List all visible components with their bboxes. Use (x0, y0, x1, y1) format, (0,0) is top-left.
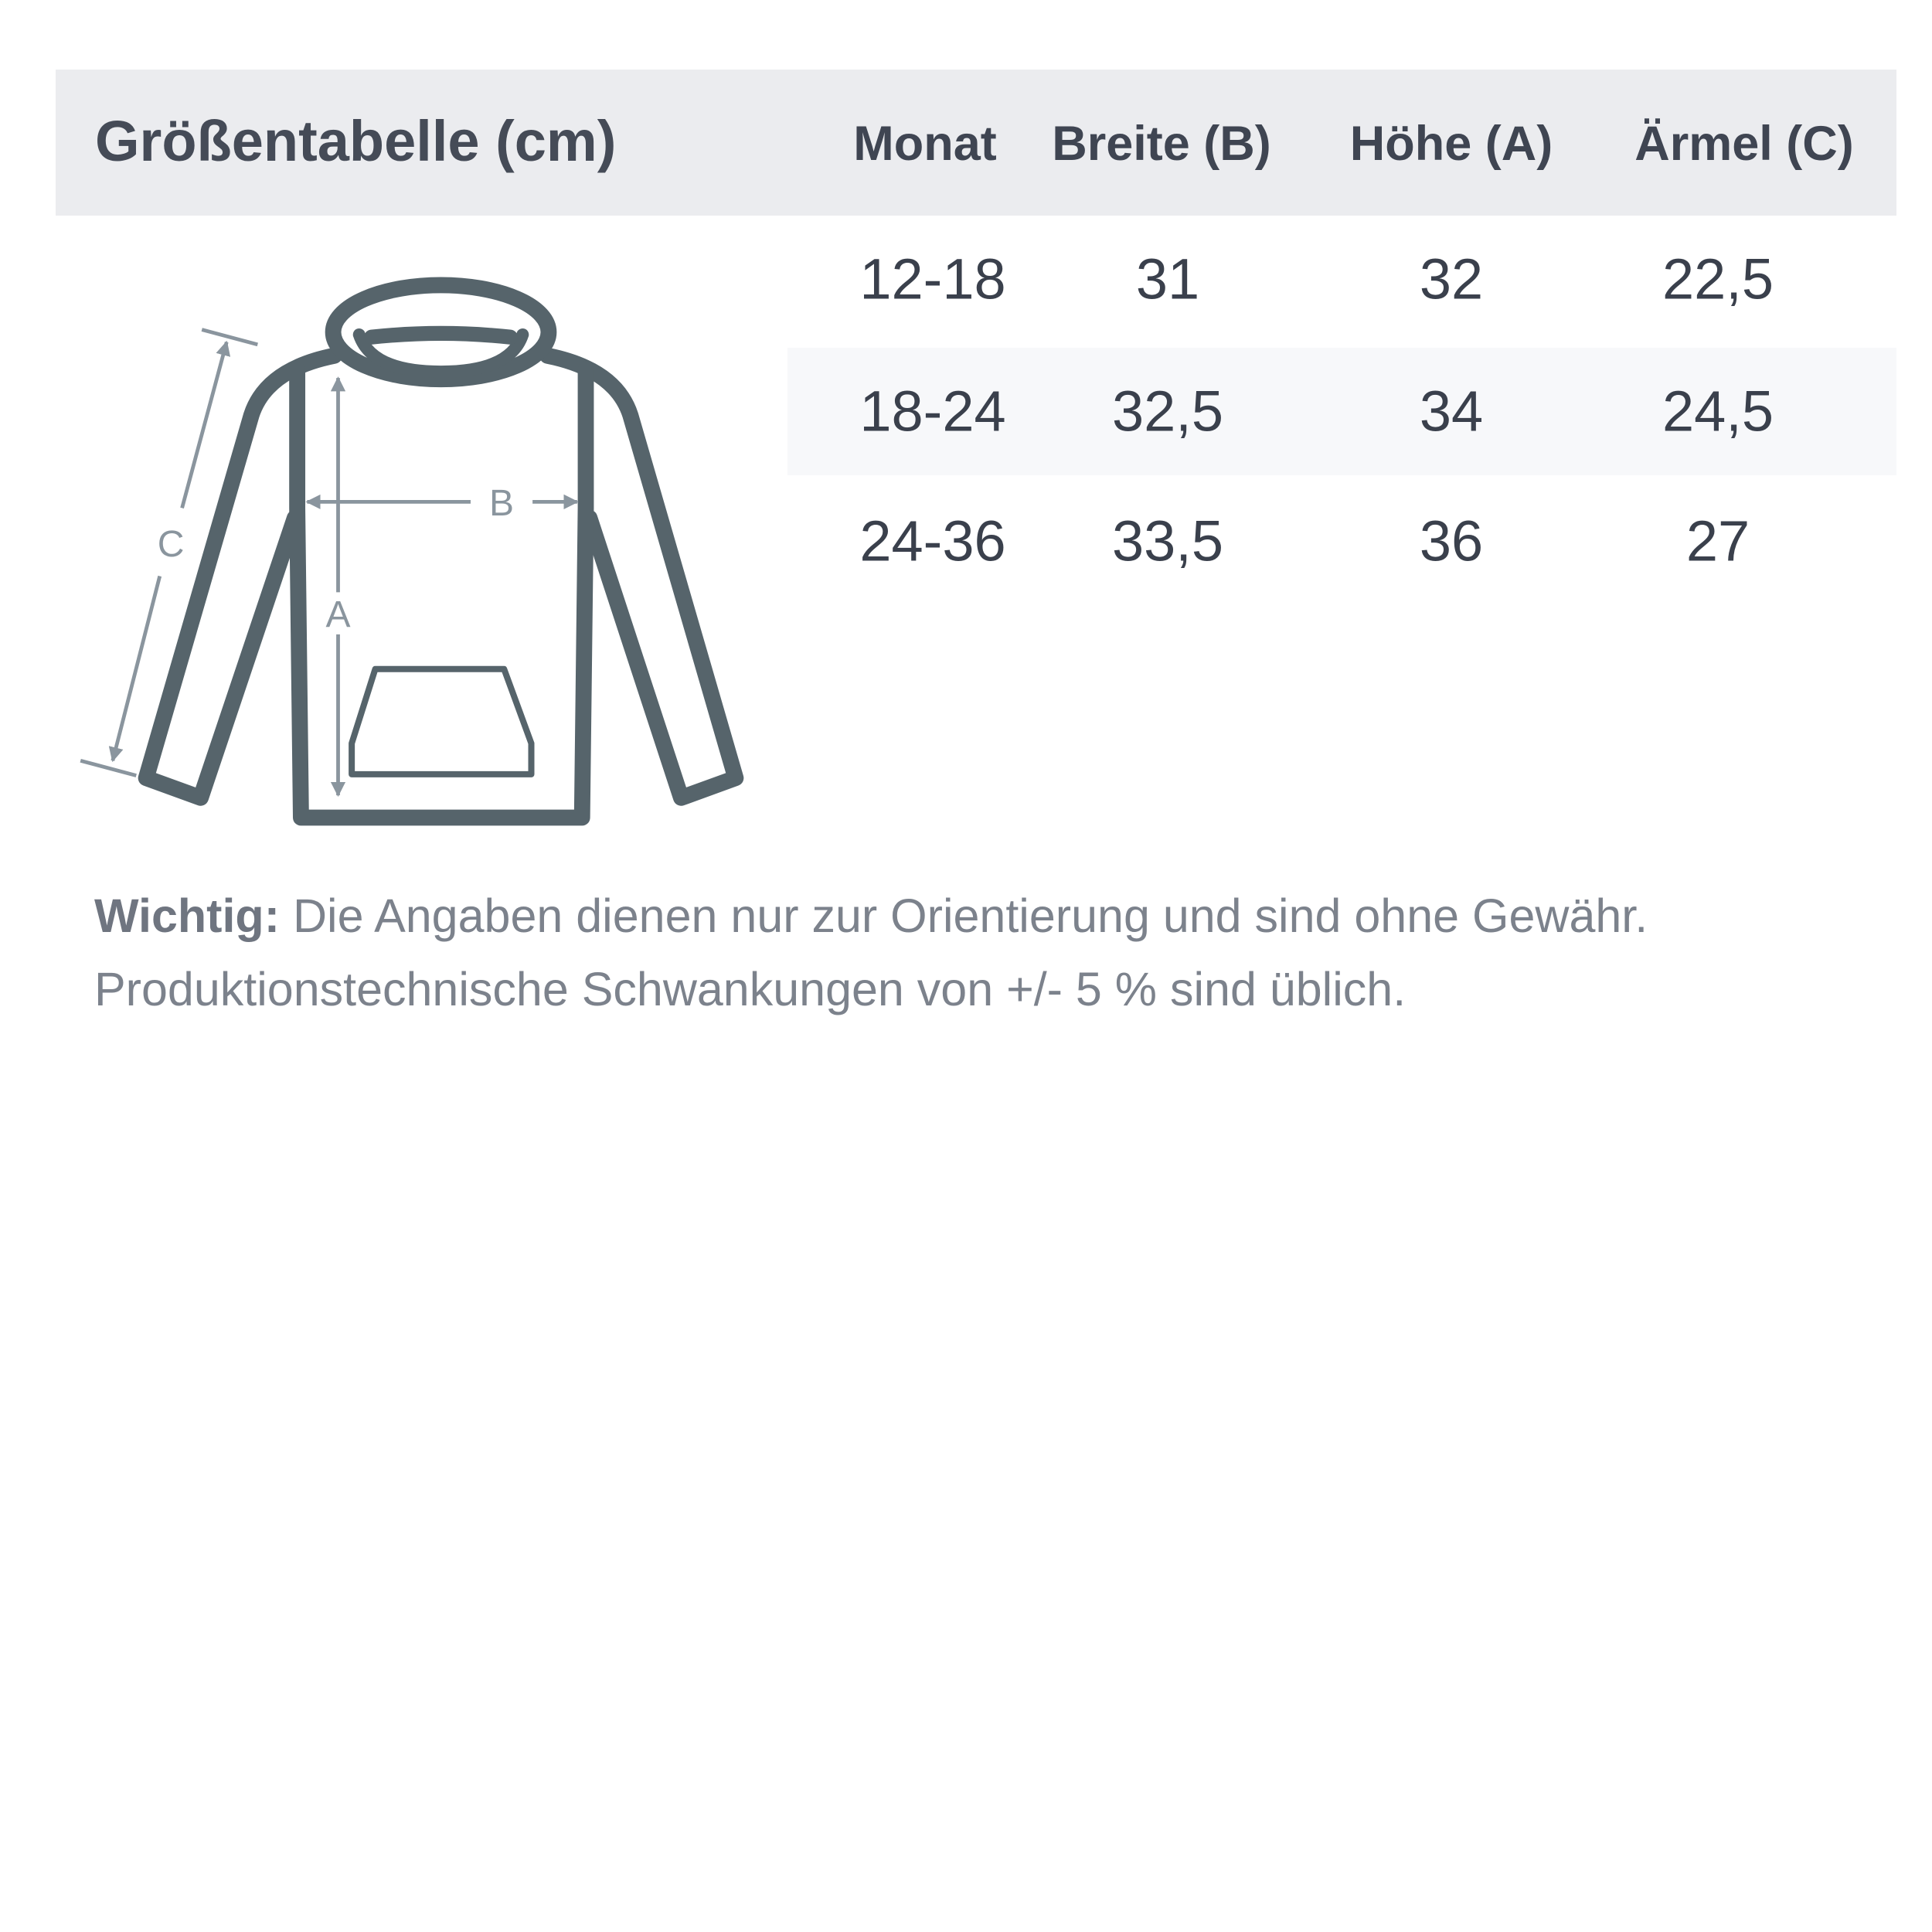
measure-c-arrow (180, 340, 231, 509)
cell-month: 24-36 (859, 509, 1006, 573)
label-a: A (325, 594, 350, 635)
measure-c-tick (80, 758, 137, 777)
measure-c-tick (201, 328, 258, 347)
note-line-2: Produktionstechnische Schwankungen von +… (94, 963, 1406, 1015)
cell-height: 32 (1419, 247, 1484, 311)
hoodie-icon (138, 277, 744, 826)
column-header-sleeve: Ärmel (C) (1634, 117, 1854, 171)
cell-month: 18-24 (859, 379, 1006, 444)
label-b: B (489, 482, 514, 524)
note-line-1: Wichtig: Die Angaben dienen nur zur Orie… (94, 889, 1648, 943)
column-header-width: Breite (B) (1052, 117, 1271, 171)
table-header-bar (56, 70, 1896, 216)
note-text: Die Angaben dienen nur zur Orientierung … (280, 889, 1648, 942)
column-header-height: Höhe (A) (1349, 117, 1553, 171)
column-header-month: Monat (853, 117, 997, 171)
note-bold-label: Wichtig: (94, 889, 281, 942)
measure-lines (80, 328, 579, 798)
cell-sleeve: 27 (1685, 509, 1750, 573)
cell-width: 31 (1135, 247, 1200, 311)
cell-height: 34 (1419, 379, 1484, 444)
hoodie-measurement-diagram: A B C (80, 277, 744, 826)
cell-width: 33,5 (1111, 509, 1224, 573)
cell-width: 32,5 (1111, 379, 1224, 444)
label-c: C (158, 523, 185, 565)
cell-sleeve: 22,5 (1662, 247, 1774, 311)
cell-month: 12-18 (859, 247, 1006, 311)
cell-height: 36 (1419, 509, 1484, 573)
measure-c-arrow (108, 575, 162, 763)
cell-sleeve: 24,5 (1662, 379, 1774, 444)
page-title: Größentabelle (cm) (95, 109, 617, 173)
table-row-stripe (787, 348, 1896, 475)
